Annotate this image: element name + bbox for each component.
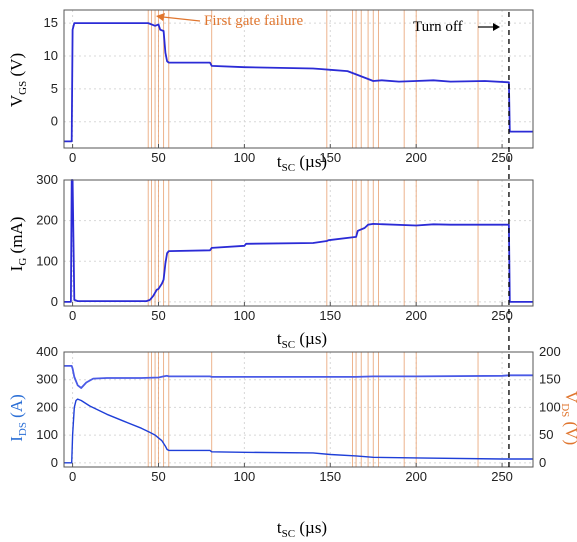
ids-x-axis-title-sub: SC	[282, 528, 295, 540]
vgs-axis-title-unit: (V)	[7, 53, 26, 81]
y-tick-label: 0	[51, 455, 58, 470]
x-tick-label: 100	[234, 150, 256, 165]
panel-ids-vds: IDS (A) VDS (V) 050100150200250010020030…	[7, 344, 577, 540]
x-tick-label: 250	[491, 150, 513, 165]
vds-axis-title-unit: (V)	[562, 417, 577, 445]
ids-axis-title-sub: DS	[17, 422, 29, 436]
y-tick-label: 5	[51, 81, 58, 96]
y2-tick-label: 100	[539, 399, 561, 414]
plot-area	[64, 10, 533, 148]
y-tick-label: 15	[44, 15, 58, 30]
x-tick-label: 100	[234, 308, 256, 323]
y-tick-label: 300	[36, 372, 58, 387]
x-tick-label: 250	[491, 469, 513, 484]
ig-axis-title: IG (mA)	[7, 217, 29, 272]
panel-ig: IG (mA) 0 50 100 150 200 250 0 100 200 300 tSC (µ…	[7, 172, 533, 351]
y2-tick-label: 50	[539, 427, 553, 442]
y2-tick-label: 200	[539, 344, 561, 359]
y-tick-label: 200	[36, 213, 58, 228]
vgs-x-axis-title-unit: (µs)	[295, 152, 327, 171]
x-tick-label: 0	[69, 469, 76, 484]
x-tick-label: 250	[491, 308, 513, 323]
x-tick-label: 100	[234, 469, 256, 484]
y-tick-label: 300	[36, 172, 58, 187]
y-tick-label: 100	[36, 253, 58, 268]
ig-axis-title-sub: G	[17, 258, 29, 266]
x-tick-label: 200	[405, 150, 427, 165]
ids-axis-title: IDS (A)	[7, 394, 29, 442]
ig-x-axis-title-sub: SC	[282, 339, 295, 351]
first-gate-failure-label: First gate failure	[204, 13, 303, 29]
y2-tick-label: 150	[539, 372, 561, 387]
ig-x-axis-title-unit: (µs)	[295, 329, 327, 348]
x-tick-label: 150	[319, 308, 341, 323]
ids-axis-title-unit: (A)	[7, 394, 26, 422]
x-tick-label: 0	[69, 150, 76, 165]
x-tick-label: 50	[151, 469, 165, 484]
vgs-axis-title: VGS (V)	[7, 53, 29, 107]
y-tick-label: 200	[36, 399, 58, 414]
ids-x-axis-title-unit: (µs)	[295, 518, 327, 537]
y-tick-label: 400	[36, 344, 58, 359]
y-tick-label: 0	[51, 294, 58, 309]
x-tick-label: 200	[405, 308, 427, 323]
y-tick-label: 100	[36, 427, 58, 442]
y2-tick-label: 0	[539, 455, 546, 470]
y-tick-label: 0	[51, 114, 58, 129]
ids-x-axis-title: tSC (µs)	[277, 518, 327, 540]
x-tick-label: 0	[69, 308, 76, 323]
vgs-x-axis-title: tSC (µs)	[277, 152, 327, 174]
vgs-axis-title-sub: GS	[17, 81, 29, 95]
ig-axis-title-unit: (mA)	[7, 217, 26, 258]
vgs-x-axis-title-sub: SC	[282, 162, 295, 174]
y-tick-label: 10	[44, 48, 58, 63]
turn-off-label: Turn off	[413, 19, 463, 35]
vgs-axis-title-main: V	[7, 94, 26, 107]
x-tick-label: 50	[151, 150, 165, 165]
vds-axis-title-sub: DS	[559, 403, 571, 417]
x-tick-label: 200	[405, 469, 427, 484]
plot-area	[64, 352, 533, 467]
vds-axis-title-main: V	[562, 391, 577, 404]
vds-axis-title: VDS (V)	[559, 391, 577, 445]
x-tick-label: 50	[151, 308, 165, 323]
x-tick-label: 150	[319, 469, 341, 484]
ig-x-axis-title: tSC (µs)	[277, 329, 327, 351]
